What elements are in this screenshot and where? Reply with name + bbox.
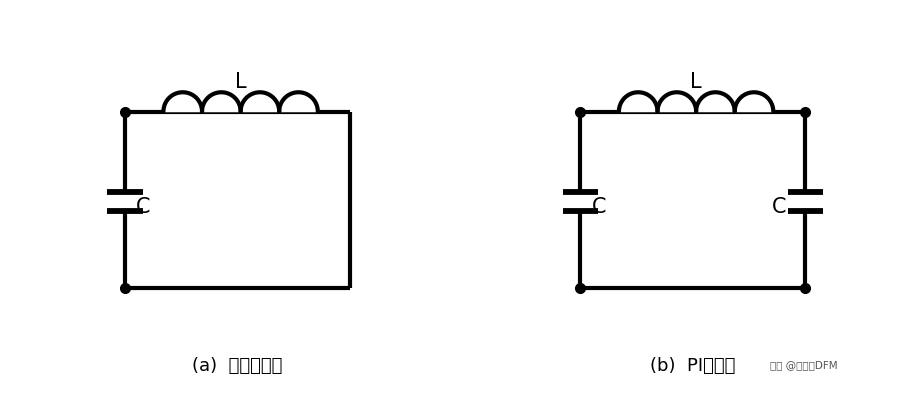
Polygon shape: [696, 93, 734, 112]
Text: (b)  PI滤波器: (b) PI滤波器: [650, 356, 735, 374]
Polygon shape: [619, 93, 658, 112]
Polygon shape: [202, 93, 241, 112]
Polygon shape: [279, 93, 318, 112]
Text: L: L: [691, 71, 702, 91]
Polygon shape: [241, 93, 279, 112]
Text: L: L: [235, 71, 247, 91]
Text: 头条 @张工谈DFM: 头条 @张工谈DFM: [770, 359, 837, 369]
Text: C: C: [772, 197, 786, 217]
Text: C: C: [591, 197, 606, 217]
Polygon shape: [734, 93, 773, 112]
Polygon shape: [658, 93, 696, 112]
Polygon shape: [163, 93, 202, 112]
Text: C: C: [136, 197, 150, 217]
Text: (a)  低通滤波器: (a) 低通滤波器: [192, 356, 282, 374]
